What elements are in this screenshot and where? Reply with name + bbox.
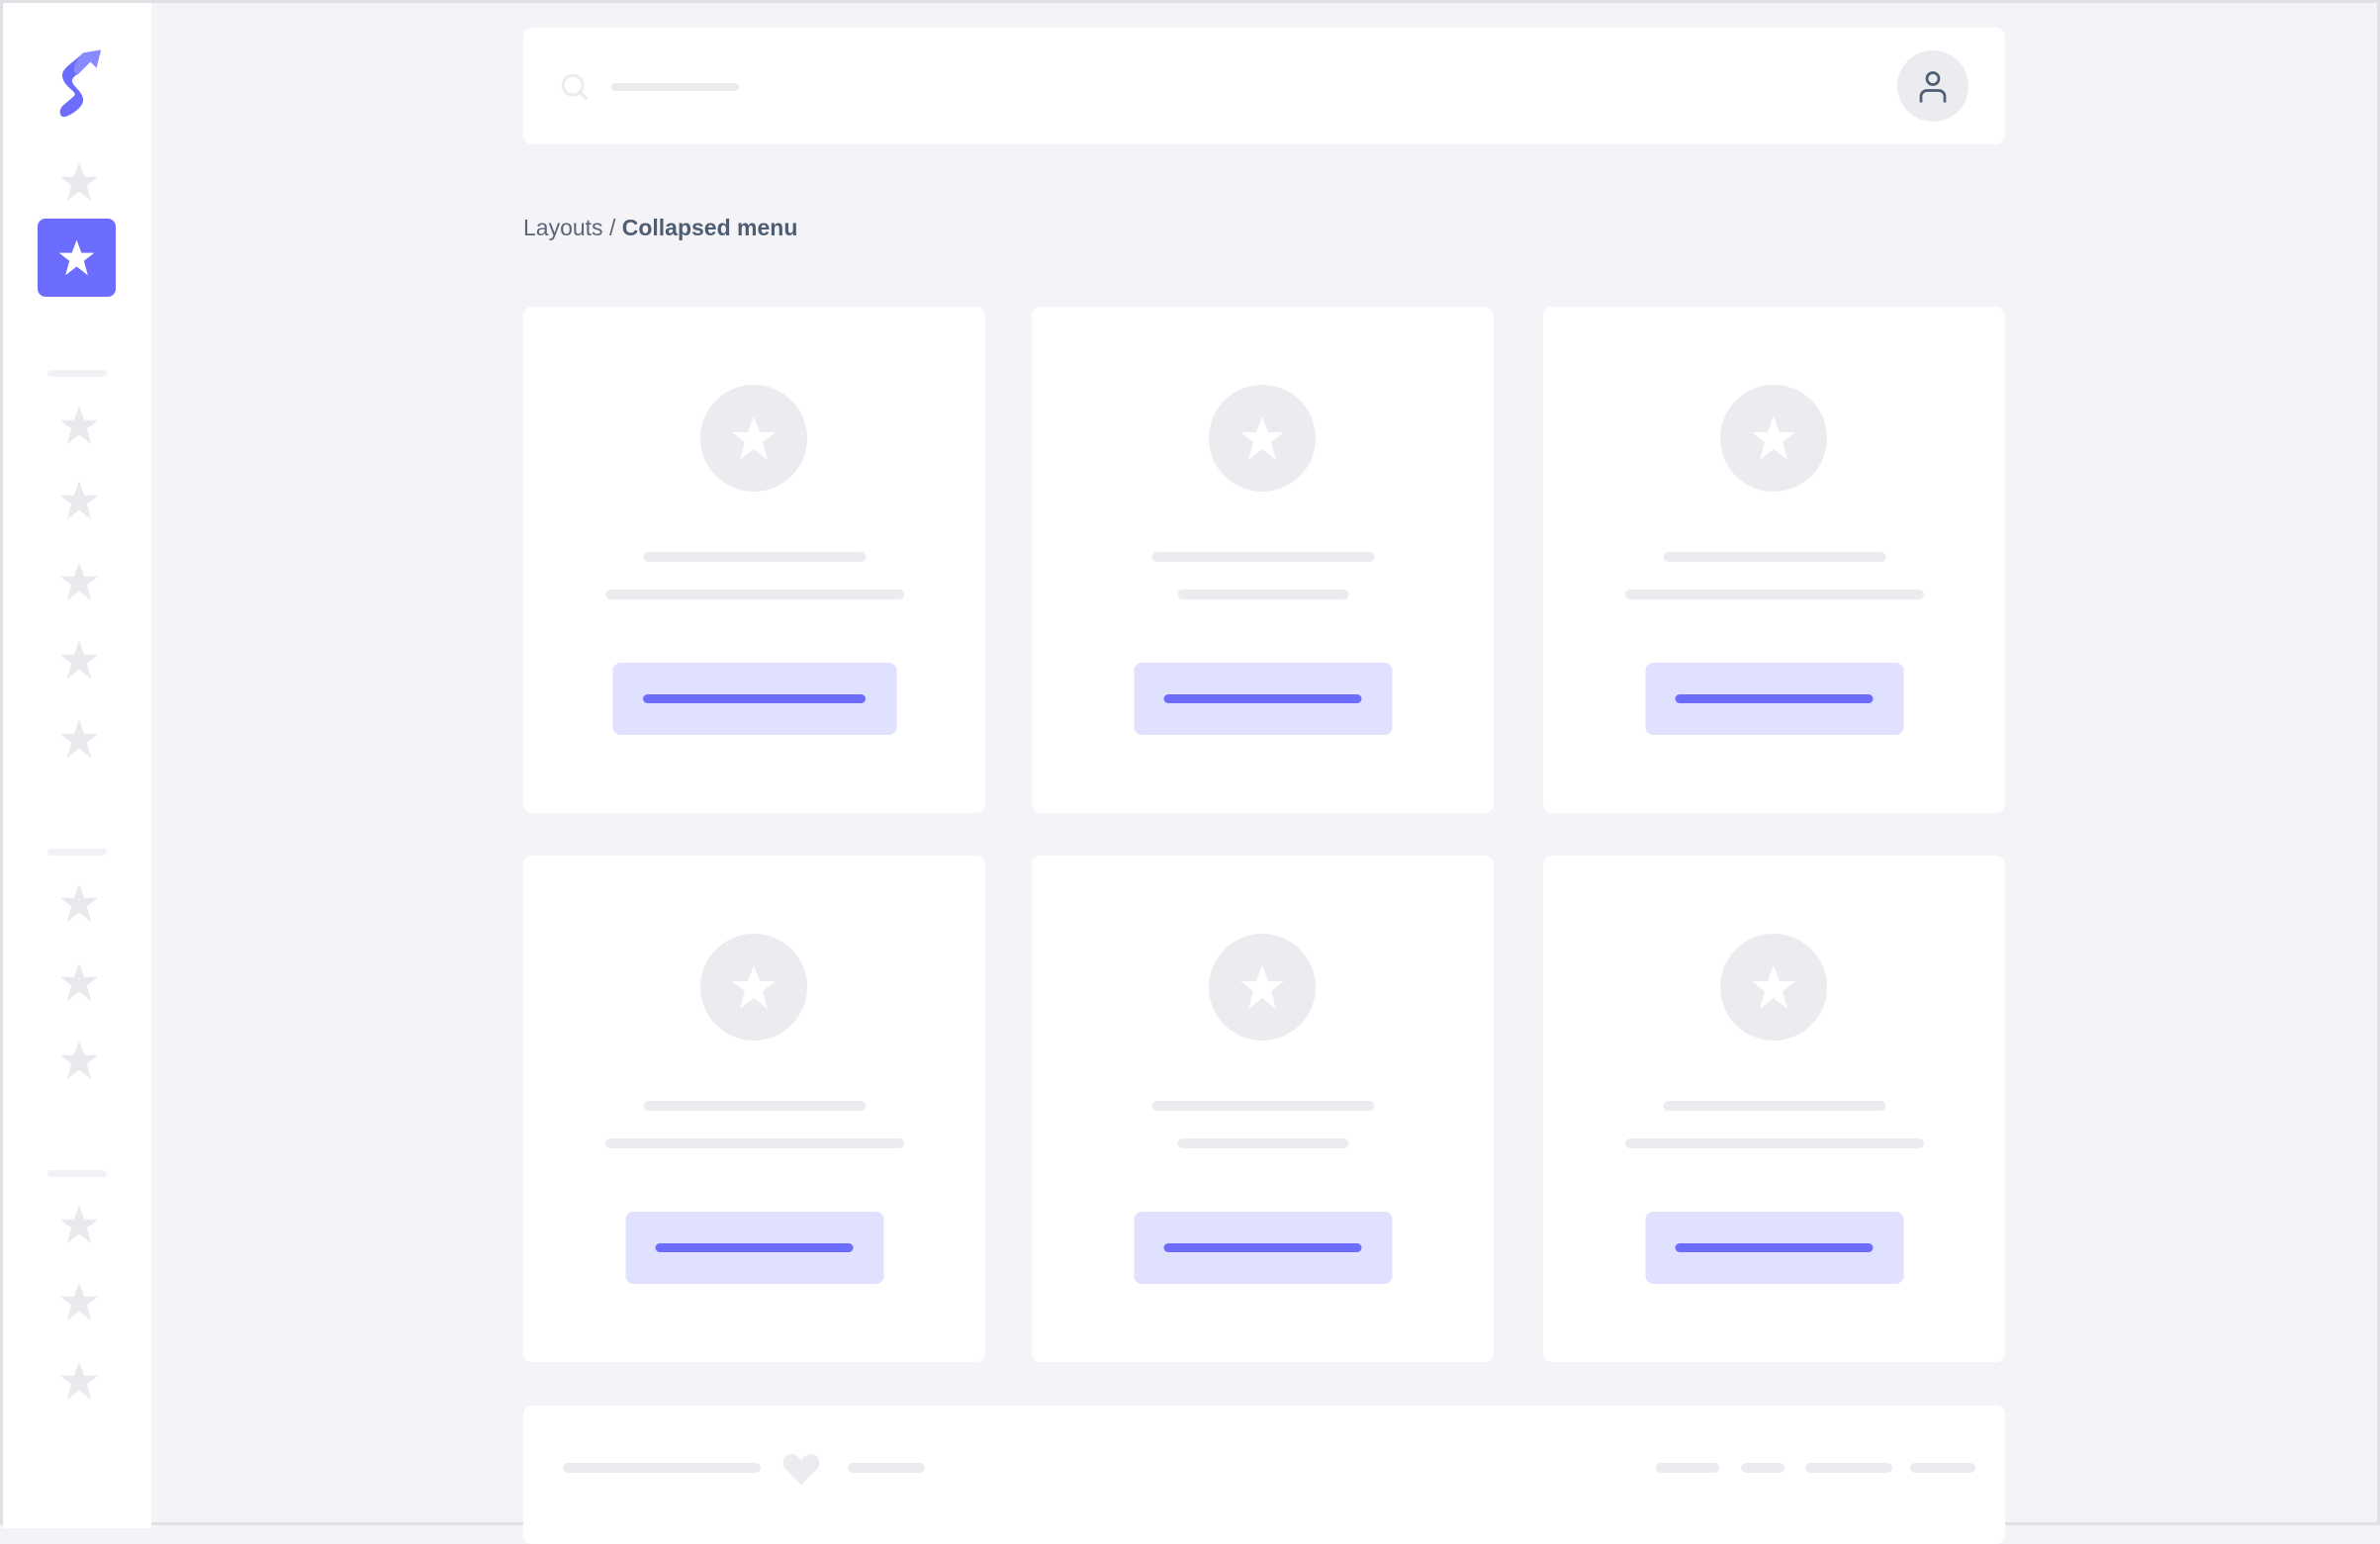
card-title-placeholder [1663, 552, 1885, 562]
card [1032, 856, 1494, 1362]
nav-star-icon[interactable] [58, 639, 100, 681]
card-button[interactable] [1134, 663, 1392, 735]
footer-placeholder [563, 1463, 761, 1473]
user-avatar[interactable] [1897, 50, 1968, 122]
card-button[interactable] [1134, 1212, 1392, 1284]
nav-star-icon[interactable] [58, 718, 100, 760]
footer-placeholder [848, 1463, 925, 1473]
card-text-placeholder [1177, 1138, 1348, 1148]
star-icon [700, 385, 807, 492]
sidebar-divider [47, 370, 107, 377]
card-button-label-placeholder [1675, 694, 1874, 703]
nav-star-icon[interactable] [58, 1360, 100, 1402]
brand-logo[interactable] [50, 46, 110, 122]
card-title-placeholder [1663, 1101, 1885, 1111]
nav-star-icon[interactable] [58, 1281, 100, 1322]
top-header [523, 28, 2005, 144]
card-button-label-placeholder [1163, 694, 1362, 703]
sidebar [3, 3, 151, 1528]
nav-item-active[interactable] [38, 219, 116, 297]
footer-link[interactable] [1741, 1463, 1785, 1473]
star-icon [58, 239, 95, 276]
card-text-placeholder [1624, 590, 1924, 599]
card-button-label-placeholder [1675, 1243, 1874, 1252]
card-button[interactable] [1645, 1212, 1903, 1284]
star-icon [700, 934, 807, 1041]
breadcrumb-parent[interactable]: Layouts [523, 215, 603, 240]
card [523, 856, 985, 1362]
nav-star-icon[interactable] [58, 161, 100, 203]
card-text-placeholder [1177, 590, 1348, 599]
card-title-placeholder [1151, 1101, 1374, 1111]
card-button[interactable] [1645, 663, 1903, 735]
footer [523, 1406, 2005, 1544]
breadcrumb-current: Collapsed menu [621, 215, 798, 240]
sidebar-divider [47, 1170, 107, 1177]
card-text-placeholder [604, 590, 904, 599]
card-title-placeholder [643, 1101, 866, 1111]
card-title-placeholder [643, 552, 866, 562]
sidebar-divider [47, 849, 107, 856]
star-icon [1720, 385, 1827, 492]
search-input[interactable] [611, 83, 739, 91]
star-icon [1209, 385, 1316, 492]
card-text-placeholder [1624, 1138, 1924, 1148]
card-button[interactable] [612, 663, 896, 735]
nav-star-icon[interactable] [58, 405, 100, 446]
nav-star-icon[interactable] [58, 1204, 100, 1245]
card [1543, 856, 2005, 1362]
breadcrumb: Layouts / Collapsed menu [523, 215, 797, 241]
nav-star-icon[interactable] [58, 882, 100, 924]
user-icon [1919, 71, 1947, 103]
star-icon [1209, 934, 1316, 1041]
card-button-label-placeholder [1163, 1243, 1362, 1252]
card [523, 307, 985, 813]
heart-icon [782, 1454, 820, 1486]
card-button-label-placeholder [655, 1243, 854, 1252]
breadcrumb-separator: / [602, 215, 622, 240]
footer-link[interactable] [1910, 1463, 1975, 1473]
card-button[interactable] [625, 1212, 883, 1284]
nav-star-icon[interactable] [58, 1040, 100, 1081]
footer-link[interactable] [1656, 1463, 1719, 1473]
card-button-label-placeholder [643, 694, 866, 703]
card-text-placeholder [604, 1138, 904, 1148]
star-icon [1720, 934, 1827, 1041]
nav-star-icon[interactable] [58, 480, 100, 521]
card [1543, 307, 2005, 813]
footer-link[interactable] [1805, 1463, 1892, 1473]
card [1032, 307, 1494, 813]
nav-star-icon[interactable] [58, 561, 100, 602]
nav-star-icon[interactable] [58, 961, 100, 1003]
card-title-placeholder [1151, 552, 1374, 562]
search-icon[interactable] [559, 71, 593, 105]
